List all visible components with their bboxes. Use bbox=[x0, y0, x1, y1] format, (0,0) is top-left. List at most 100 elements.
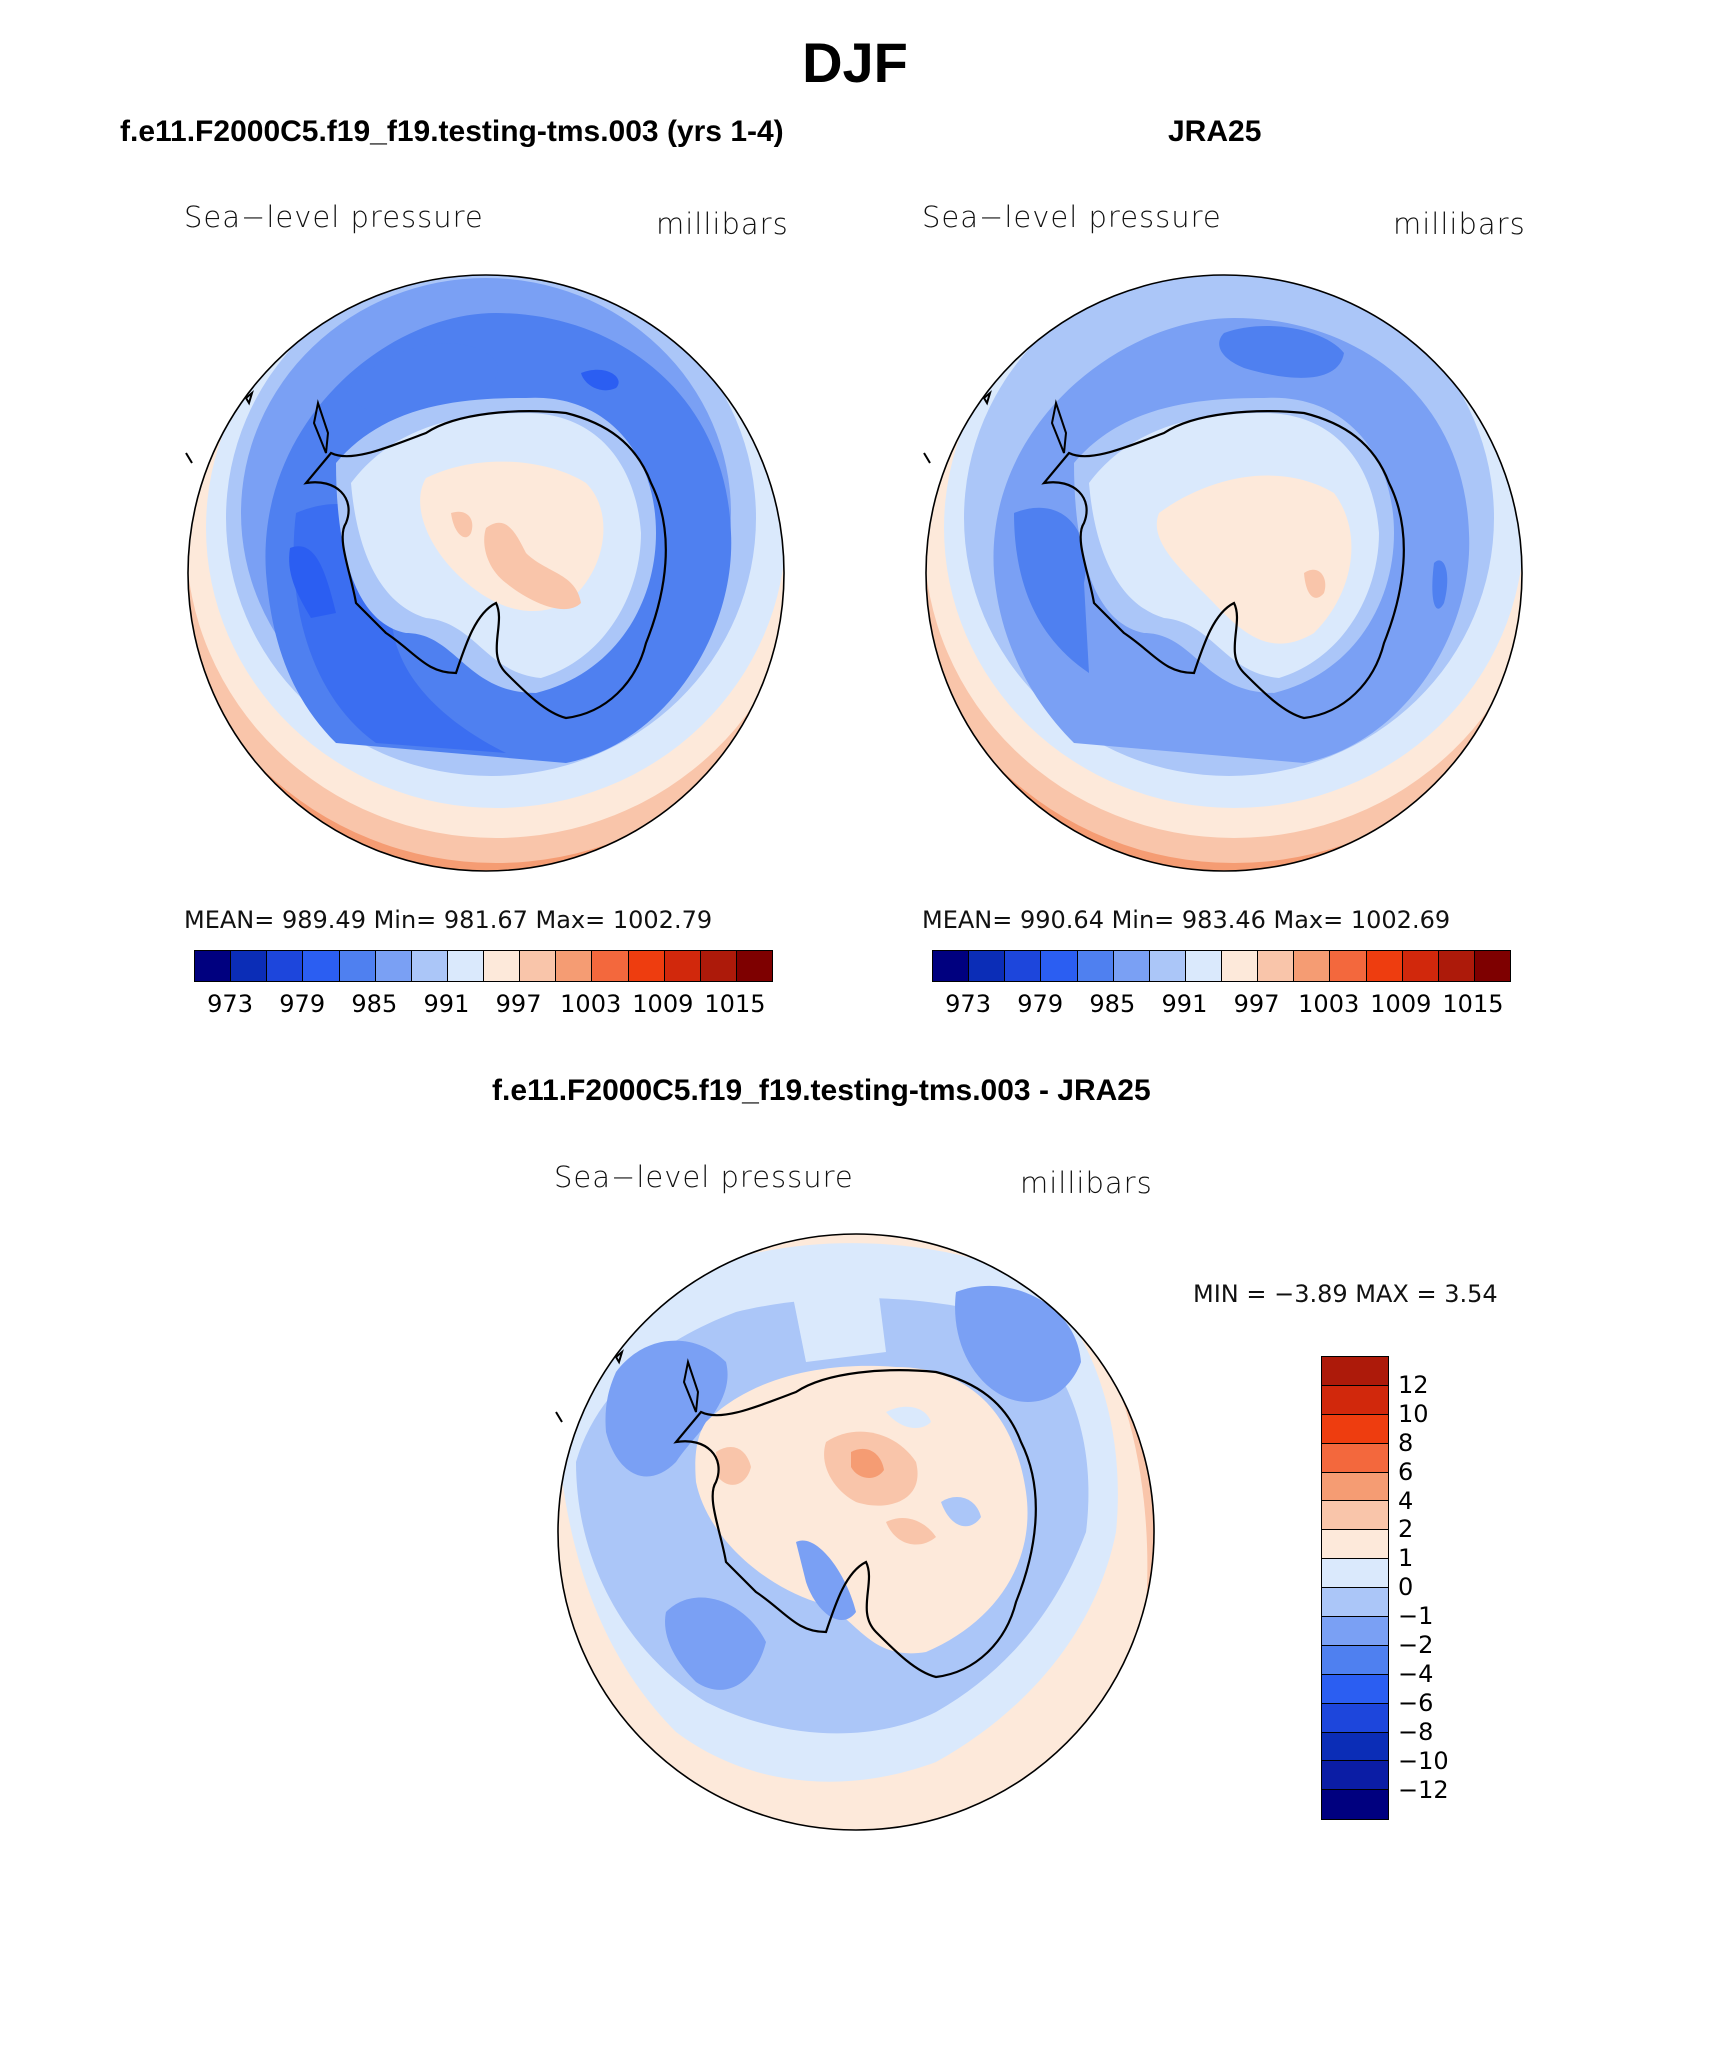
colorbar-cell bbox=[556, 951, 593, 981]
colorbar-cell bbox=[1149, 951, 1186, 981]
colorbar-cell bbox=[1474, 951, 1510, 981]
colorbar-tick-label: 12 bbox=[1398, 1370, 1429, 1399]
colorbar-cell bbox=[411, 951, 448, 981]
colorbar-tick-label: 1015 bbox=[704, 990, 766, 1018]
colorbar-cell bbox=[1322, 1530, 1388, 1560]
stats-model: MEAN= 989.49 Min= 981.67 Max= 1002.79 bbox=[184, 906, 713, 934]
colorbar-cell bbox=[1185, 951, 1222, 981]
colorbar-tick-label: −12 bbox=[1398, 1775, 1449, 1804]
colorbar-cell bbox=[628, 951, 665, 981]
colorbar-cell bbox=[969, 951, 1006, 981]
colorbar-tick-label: 2 bbox=[1398, 1515, 1414, 1544]
colorbar-cell bbox=[933, 951, 970, 981]
colorbar-obs bbox=[932, 950, 1511, 982]
stats-diff: MIN = −3.89 MAX = 3.54 bbox=[1193, 1280, 1498, 1308]
colorbar-tick-label: 991 bbox=[1161, 990, 1208, 1018]
colorbar-tick-label: −10 bbox=[1398, 1746, 1449, 1775]
colorbar-cell bbox=[1322, 1443, 1388, 1473]
colorbar-cell bbox=[1438, 951, 1475, 981]
colorbar-cell bbox=[1005, 951, 1042, 981]
colorbar-ticks-model: 973 979 985 991 997 1003 1009 1015 bbox=[194, 990, 771, 1020]
colorbar-cell bbox=[303, 951, 340, 981]
colorbar-cell bbox=[736, 951, 772, 981]
colorbar-tick-label: −6 bbox=[1398, 1688, 1434, 1717]
colorbar-cell bbox=[1322, 1761, 1388, 1791]
polar-map-model bbox=[185, 274, 785, 872]
colorbar-tick-label: 1009 bbox=[1370, 990, 1432, 1018]
colorbar-cell bbox=[1322, 1357, 1388, 1386]
colorbar-cell bbox=[1322, 1703, 1388, 1733]
colorbar-tick-label: 1 bbox=[1398, 1544, 1414, 1573]
colorbar-tick-label: 979 bbox=[279, 990, 326, 1018]
colorbar-model bbox=[194, 950, 773, 982]
colorbar-tick-label: 985 bbox=[1089, 990, 1136, 1018]
colorbar-tick-label: 1003 bbox=[560, 990, 622, 1018]
panel-title-diff: f.e11.F2000C5.f19_f19.testing-tms.003 - … bbox=[492, 1074, 1151, 1107]
colorbar-tick-label: 997 bbox=[1233, 990, 1280, 1018]
colorbar-ticks-obs: 973 979 985 991 997 1003 1009 1015 bbox=[932, 990, 1509, 1020]
colorbar-cell bbox=[339, 951, 376, 981]
colorbar-cell bbox=[1322, 1559, 1388, 1589]
colorbar-cell bbox=[447, 951, 484, 981]
colorbar-cell bbox=[1322, 1617, 1388, 1646]
left-label-model: Sea−level pressure bbox=[184, 200, 484, 234]
colorbar-cell bbox=[1077, 951, 1114, 981]
colorbar-cell bbox=[1322, 1674, 1388, 1704]
colorbar-cell bbox=[1322, 1385, 1388, 1415]
colorbar-cell bbox=[1113, 951, 1150, 981]
colorbar-cell bbox=[520, 951, 557, 981]
colorbar-cell bbox=[1322, 1472, 1388, 1502]
colorbar-tick-label: −8 bbox=[1398, 1717, 1434, 1746]
figure-title: DJF bbox=[802, 31, 908, 94]
colorbar-cell bbox=[1322, 1501, 1388, 1531]
colorbar-cell bbox=[700, 951, 737, 981]
colorbar-cell bbox=[484, 951, 521, 981]
colorbar-tick-label: 1015 bbox=[1442, 990, 1504, 1018]
colorbar-tick-label: 991 bbox=[423, 990, 470, 1018]
colorbar-cell bbox=[231, 951, 268, 981]
colorbar-cell bbox=[1402, 951, 1439, 981]
polar-map-diff bbox=[555, 1233, 1155, 1831]
colorbar-cell bbox=[1041, 951, 1078, 981]
colorbar-tick-label: 973 bbox=[945, 990, 991, 1018]
right-label-model: millibars bbox=[656, 207, 789, 241]
right-label-diff: millibars bbox=[1020, 1166, 1153, 1200]
left-label-diff: Sea−level pressure bbox=[554, 1160, 854, 1194]
colorbar-cell bbox=[1322, 1414, 1388, 1444]
polar-map-obs bbox=[923, 274, 1523, 872]
colorbar-tick-label: 1003 bbox=[1298, 990, 1360, 1018]
colorbar-tick-label: 973 bbox=[207, 990, 253, 1018]
colorbar-tick-label: 979 bbox=[1017, 990, 1064, 1018]
colorbar-cell bbox=[1222, 951, 1259, 981]
colorbar-cell bbox=[592, 951, 629, 981]
colorbar-tick-label: −4 bbox=[1398, 1659, 1434, 1688]
colorbar-tick-label: 8 bbox=[1398, 1428, 1414, 1457]
right-label-obs: millibars bbox=[1393, 207, 1526, 241]
colorbar-cell bbox=[1330, 951, 1367, 981]
colorbar-tick-label: 6 bbox=[1398, 1457, 1414, 1486]
colorbar-tick-label: 0 bbox=[1398, 1573, 1414, 1602]
colorbar-cell bbox=[1322, 1645, 1388, 1675]
colorbar-cell bbox=[664, 951, 701, 981]
colorbar-cell bbox=[1258, 951, 1295, 981]
colorbar-tick-label: 4 bbox=[1398, 1486, 1414, 1515]
colorbar-tick-label: 997 bbox=[495, 990, 542, 1018]
panel-title-obs: JRA25 bbox=[1168, 115, 1262, 148]
colorbar-diff bbox=[1321, 1356, 1389, 1821]
colorbar-cell bbox=[1322, 1588, 1388, 1618]
colorbar-tick-label: 10 bbox=[1398, 1399, 1429, 1428]
stats-obs: MEAN= 990.64 Min= 983.46 Max= 1002.69 bbox=[922, 906, 1451, 934]
colorbar-cell bbox=[1366, 951, 1403, 981]
colorbar-tick-label: 1009 bbox=[632, 990, 694, 1018]
colorbar-ticks-diff: 12 10 8 6 4 2 1 0 −1 −2 −4 −6 −8 −10 −12 bbox=[1398, 1356, 1478, 1818]
colorbar-cell bbox=[1322, 1790, 1388, 1820]
colorbar-cell bbox=[195, 951, 232, 981]
colorbar-cell bbox=[375, 951, 412, 981]
colorbar-cell bbox=[1322, 1732, 1388, 1762]
left-label-obs: Sea−level pressure bbox=[922, 200, 1222, 234]
panel-title-model: f.e11.F2000C5.f19_f19.testing-tms.003 (y… bbox=[120, 115, 784, 148]
colorbar-tick-label: 985 bbox=[351, 990, 398, 1018]
colorbar-tick-label: −2 bbox=[1398, 1631, 1434, 1659]
colorbar-cell bbox=[267, 951, 304, 981]
colorbar-cell bbox=[1294, 951, 1331, 981]
